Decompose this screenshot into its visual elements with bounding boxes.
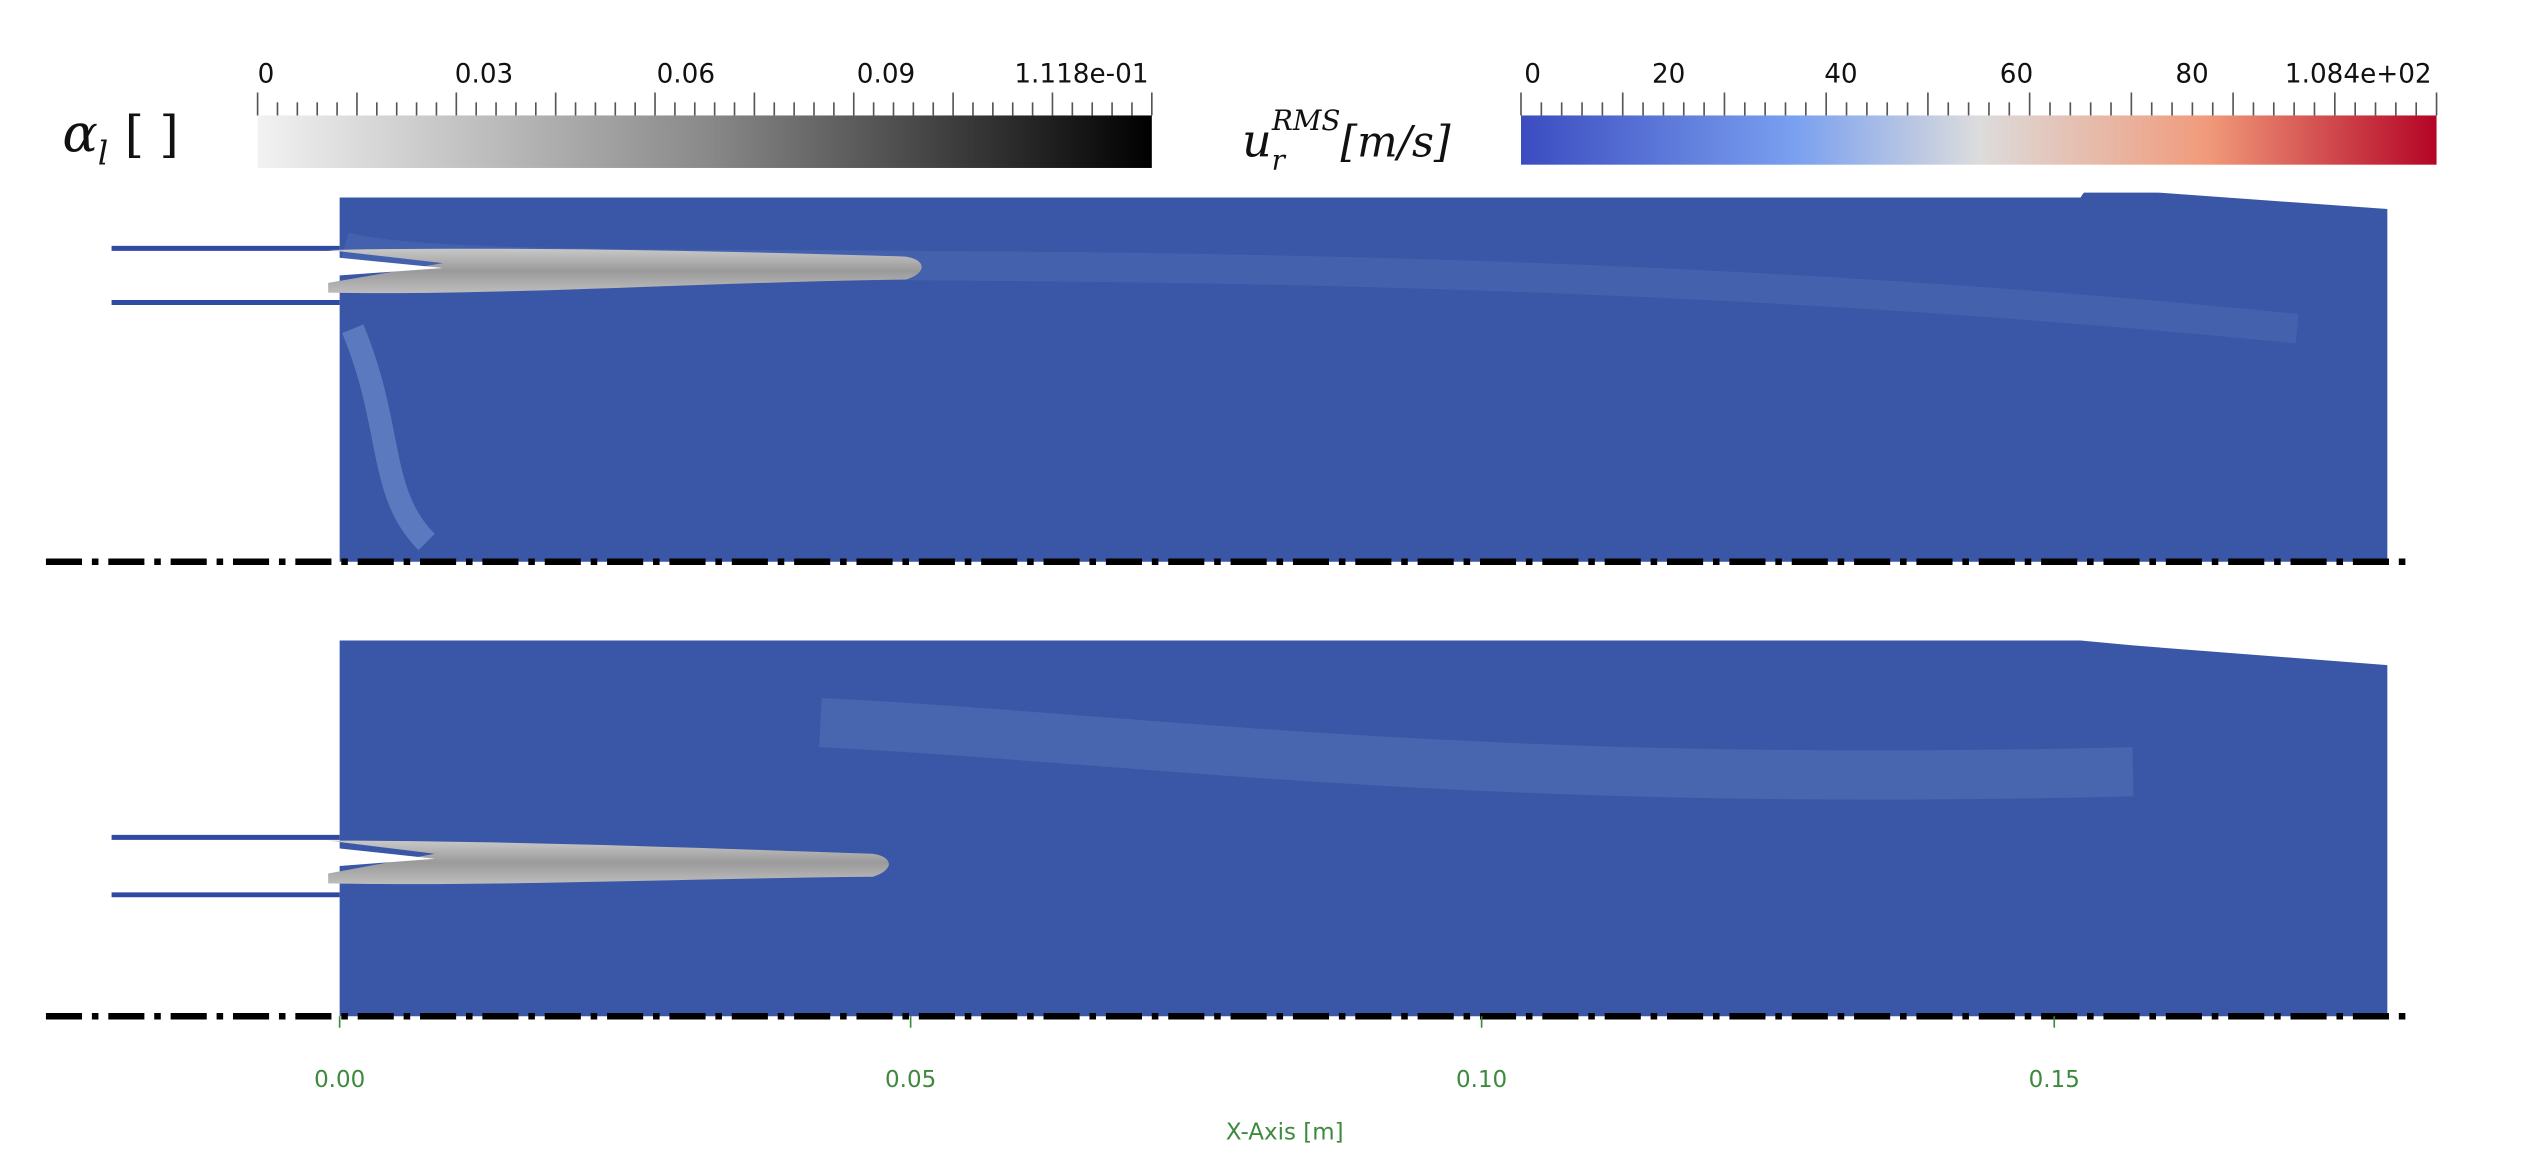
colorbar-tick-label: 0.06 [657, 60, 715, 90]
colorbar-ticks [256, 92, 1153, 116]
colorbar-tick-label: 1.084e+02 [2285, 60, 2432, 90]
x-tick-label: 0.15 [2029, 1067, 2080, 1093]
x-tick-label: 0.10 [1456, 1067, 1507, 1093]
colorbar-tick-label: 20 [1652, 60, 1685, 90]
x-axis-title: X-Axis [m] [1226, 1119, 1344, 1145]
nozzle-core [328, 847, 435, 867]
nozzle-core [328, 256, 444, 277]
colorbar-velocity [1521, 115, 2437, 165]
colorbar-ticks [1520, 92, 2438, 116]
field-panel [339, 192, 2388, 562]
colorbar-label: urRMS[m/s] [1242, 104, 1451, 176]
colorbar-tick-label: 80 [2175, 60, 2208, 90]
turbulence [819, 697, 2134, 800]
turbulence [342, 324, 435, 551]
spray [328, 840, 889, 885]
colorbar-tick-label: 0 [1524, 60, 1541, 90]
colorbar-tick-label: 1.118e-01 [1014, 60, 1148, 90]
colorbar-tick-label: 0 [258, 60, 275, 90]
colorbar-alpha [257, 115, 1152, 168]
colorbar-tick-label: 40 [1824, 60, 1857, 90]
colorbar-tick-label: 0.03 [455, 60, 513, 90]
x-tick-label: 0.05 [885, 1067, 936, 1093]
colorbar-tick-label: 60 [2000, 60, 2033, 90]
colorbar-tick-label: 0.09 [857, 60, 915, 90]
colorbar-label: αl[ ] [62, 104, 178, 173]
field-panel [339, 640, 2388, 1017]
labels: 0 0.03 0.06 0.09 1.118e-01 0 20 40 60 80 1.084e+02… [258, 60, 2432, 1146]
x-tick-label: 0.00 [314, 1067, 365, 1093]
spray [328, 248, 922, 294]
